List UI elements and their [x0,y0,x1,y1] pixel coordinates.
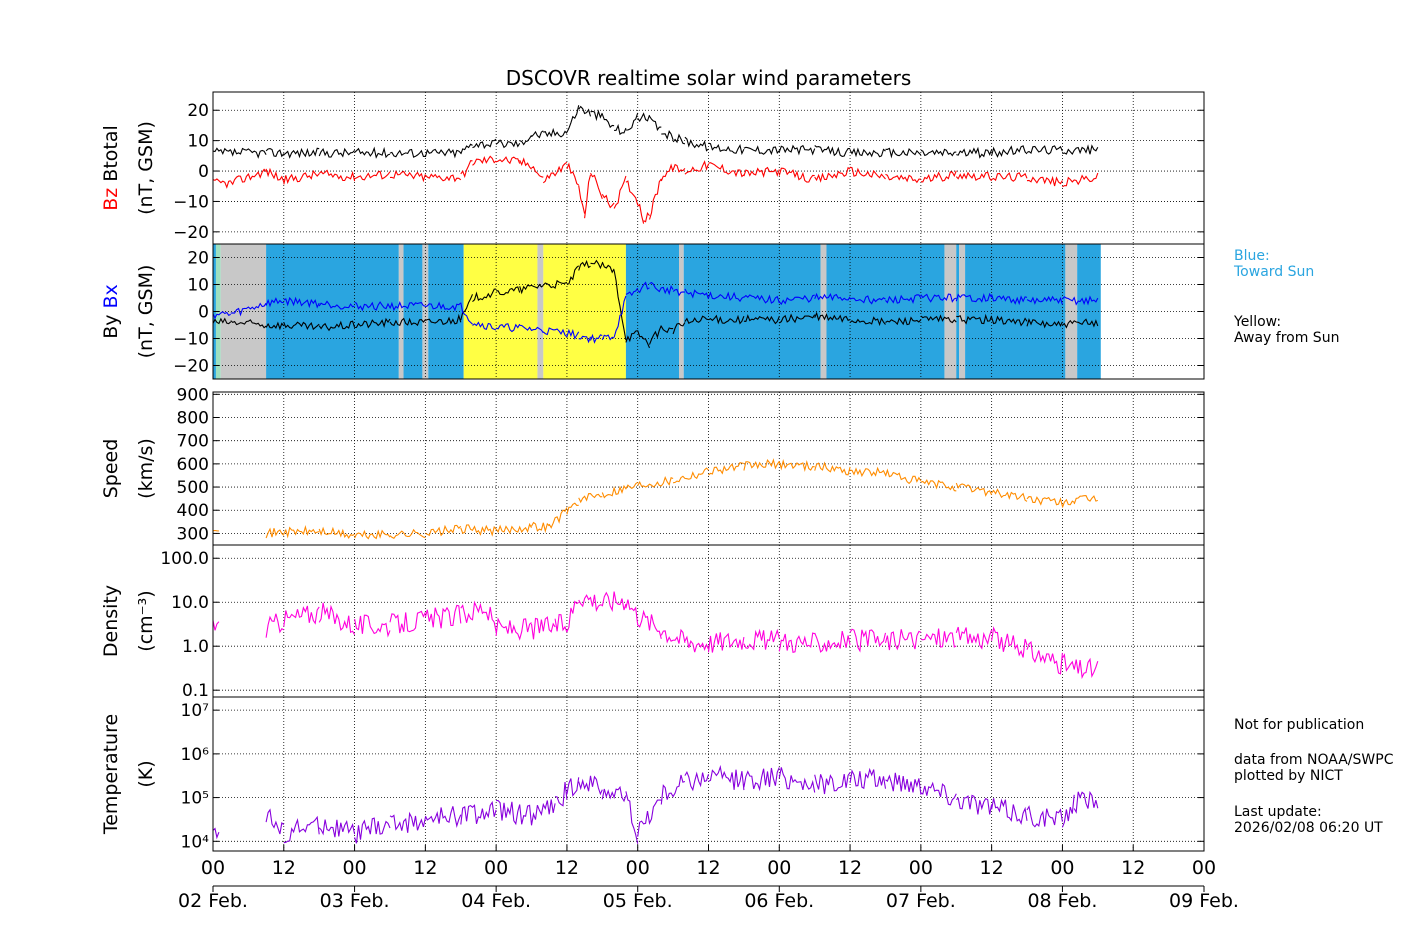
ytick-label: 0 [198,162,209,182]
day-tick-label: 03 Feb. [320,890,390,912]
ytick-label: 10 [187,276,209,296]
ytick-label: 10⁵ [181,789,209,809]
series-bz-line [212,155,1099,224]
hour-tick-label: 00 [909,857,933,879]
ytick-label: 1.0 [182,637,209,657]
panel-by_bx: −20 −10 0 10 20 By Bx (nT, GSM) [100,243,1205,380]
ytick-label: 700 [177,432,209,452]
ytick-label: 800 [177,409,209,429]
imf-sector-band-5 [403,244,423,379]
imf-sector-band-4 [398,244,404,379]
ylabel-speed: Speed [100,439,122,499]
hour-tick-label: 00 [626,857,650,879]
legend-toward-sun: Blue: Toward Sun [1234,248,1315,280]
series-density-line [212,591,1099,680]
ytick-label: 100.0 [160,549,209,569]
ytick-label: 20 [187,249,209,269]
ylabel-temperature: Temperature [100,714,122,835]
hour-tick-label: 00 [342,857,366,879]
imf-sector-band-18 [959,244,966,379]
ytick-label: 600 [177,455,209,475]
imf-sector-band-21 [1077,244,1101,379]
ytick-label: 10 [187,132,209,152]
ytick-label: 10⁶ [181,745,210,765]
imf-sector-band-13 [683,244,821,379]
ytick-label: 900 [177,385,209,405]
day-tick-label: 08 Feb. [1027,890,1097,912]
credit-note: data from NOAA/SWPC plotted by NICT [1234,752,1394,784]
hour-tick-label: 12 [272,857,296,879]
series-bx-line [212,281,1099,344]
unit-temperature: (K) [135,760,157,787]
unit-by_bx: (nT, GSM) [135,265,157,359]
series-temperature-line [212,764,1099,844]
unit-btotal_bz: (nT, GSM) [135,121,157,215]
ytick-label: 10.0 [171,593,209,613]
hour-tick-label: 00 [201,857,225,879]
publication-note: Not for publication [1234,717,1365,733]
ytick-label: −20 [173,223,209,243]
ytick-label: 400 [177,501,209,521]
legend-away-from-sun: Yellow: Away from Sun [1234,314,1340,346]
hour-tick-label: 00 [767,857,791,879]
ytick-label: 500 [177,478,209,498]
ytick-label: 300 [177,524,209,544]
day-tick-label: 05 Feb. [603,890,673,912]
day-tick-label: 02 Feb. [178,890,248,912]
panel-density: 0.1 1.0 10.0 100.0 Density (cm⁻³) [100,544,1205,701]
ytick-label: 10⁴ [181,832,210,852]
hour-tick-label: 00 [1050,857,1074,879]
ylabel-btotal_bz: Bz Btotal [100,125,122,211]
ylabel-by_bx: By Bx [100,284,122,339]
series-by-line [212,259,1099,349]
ytick-label: 0.1 [182,681,209,701]
hour-tick-label: 12 [838,857,862,879]
ylabel-density: Density [100,585,122,657]
hour-tick-label: 00 [1192,857,1216,879]
panel-speed: 300 400 500 600 700 800 900 Speed (km/s) [100,385,1205,546]
imf-sector-band-6 [422,244,429,379]
chart-title: DSCOVR realtime solar wind parameters [505,66,912,90]
day-tick-label: 09 Feb. [1169,890,1239,912]
hour-tick-label: 12 [555,857,579,879]
ytick-label: 10⁷ [181,701,210,721]
series-speed-line [212,458,1098,540]
panel-frame [212,391,1205,546]
hour-tick-label: 00 [484,857,508,879]
imf-sector-band-7 [428,244,464,379]
hour-tick-label: 12 [1121,857,1145,879]
ytick-label: −10 [173,192,209,212]
imf-sector-band-11 [625,244,680,379]
panel-btotal_bz: −20 −10 0 10 20 Bz Btotal (nT, GSM) [100,91,1205,245]
panel-temperature: 10⁴ 10⁵ 10⁶ 10⁷ Temperature (K) [100,696,1205,852]
ytick-label: 20 [187,101,209,121]
hour-tick-label: 12 [413,857,437,879]
ytick-label: −10 [173,330,209,350]
day-tick-label: 07 Feb. [886,890,956,912]
day-tick-label: 06 Feb. [744,890,814,912]
hour-tick-label: 12 [696,857,720,879]
unit-speed: (km/s) [135,438,157,499]
hour-tick-label: 12 [980,857,1004,879]
last-update-note: Last update: 2026/02/08 06:20 UT [1234,804,1383,836]
day-tick-label: 04 Feb. [461,890,531,912]
ytick-label: −20 [173,357,209,377]
unit-density: (cm⁻³) [135,590,157,651]
series-btotal-line [212,105,1099,159]
ytick-label: 0 [198,303,209,323]
imf-sector-band-16 [944,244,957,379]
imf-sector-band-14 [820,244,827,379]
